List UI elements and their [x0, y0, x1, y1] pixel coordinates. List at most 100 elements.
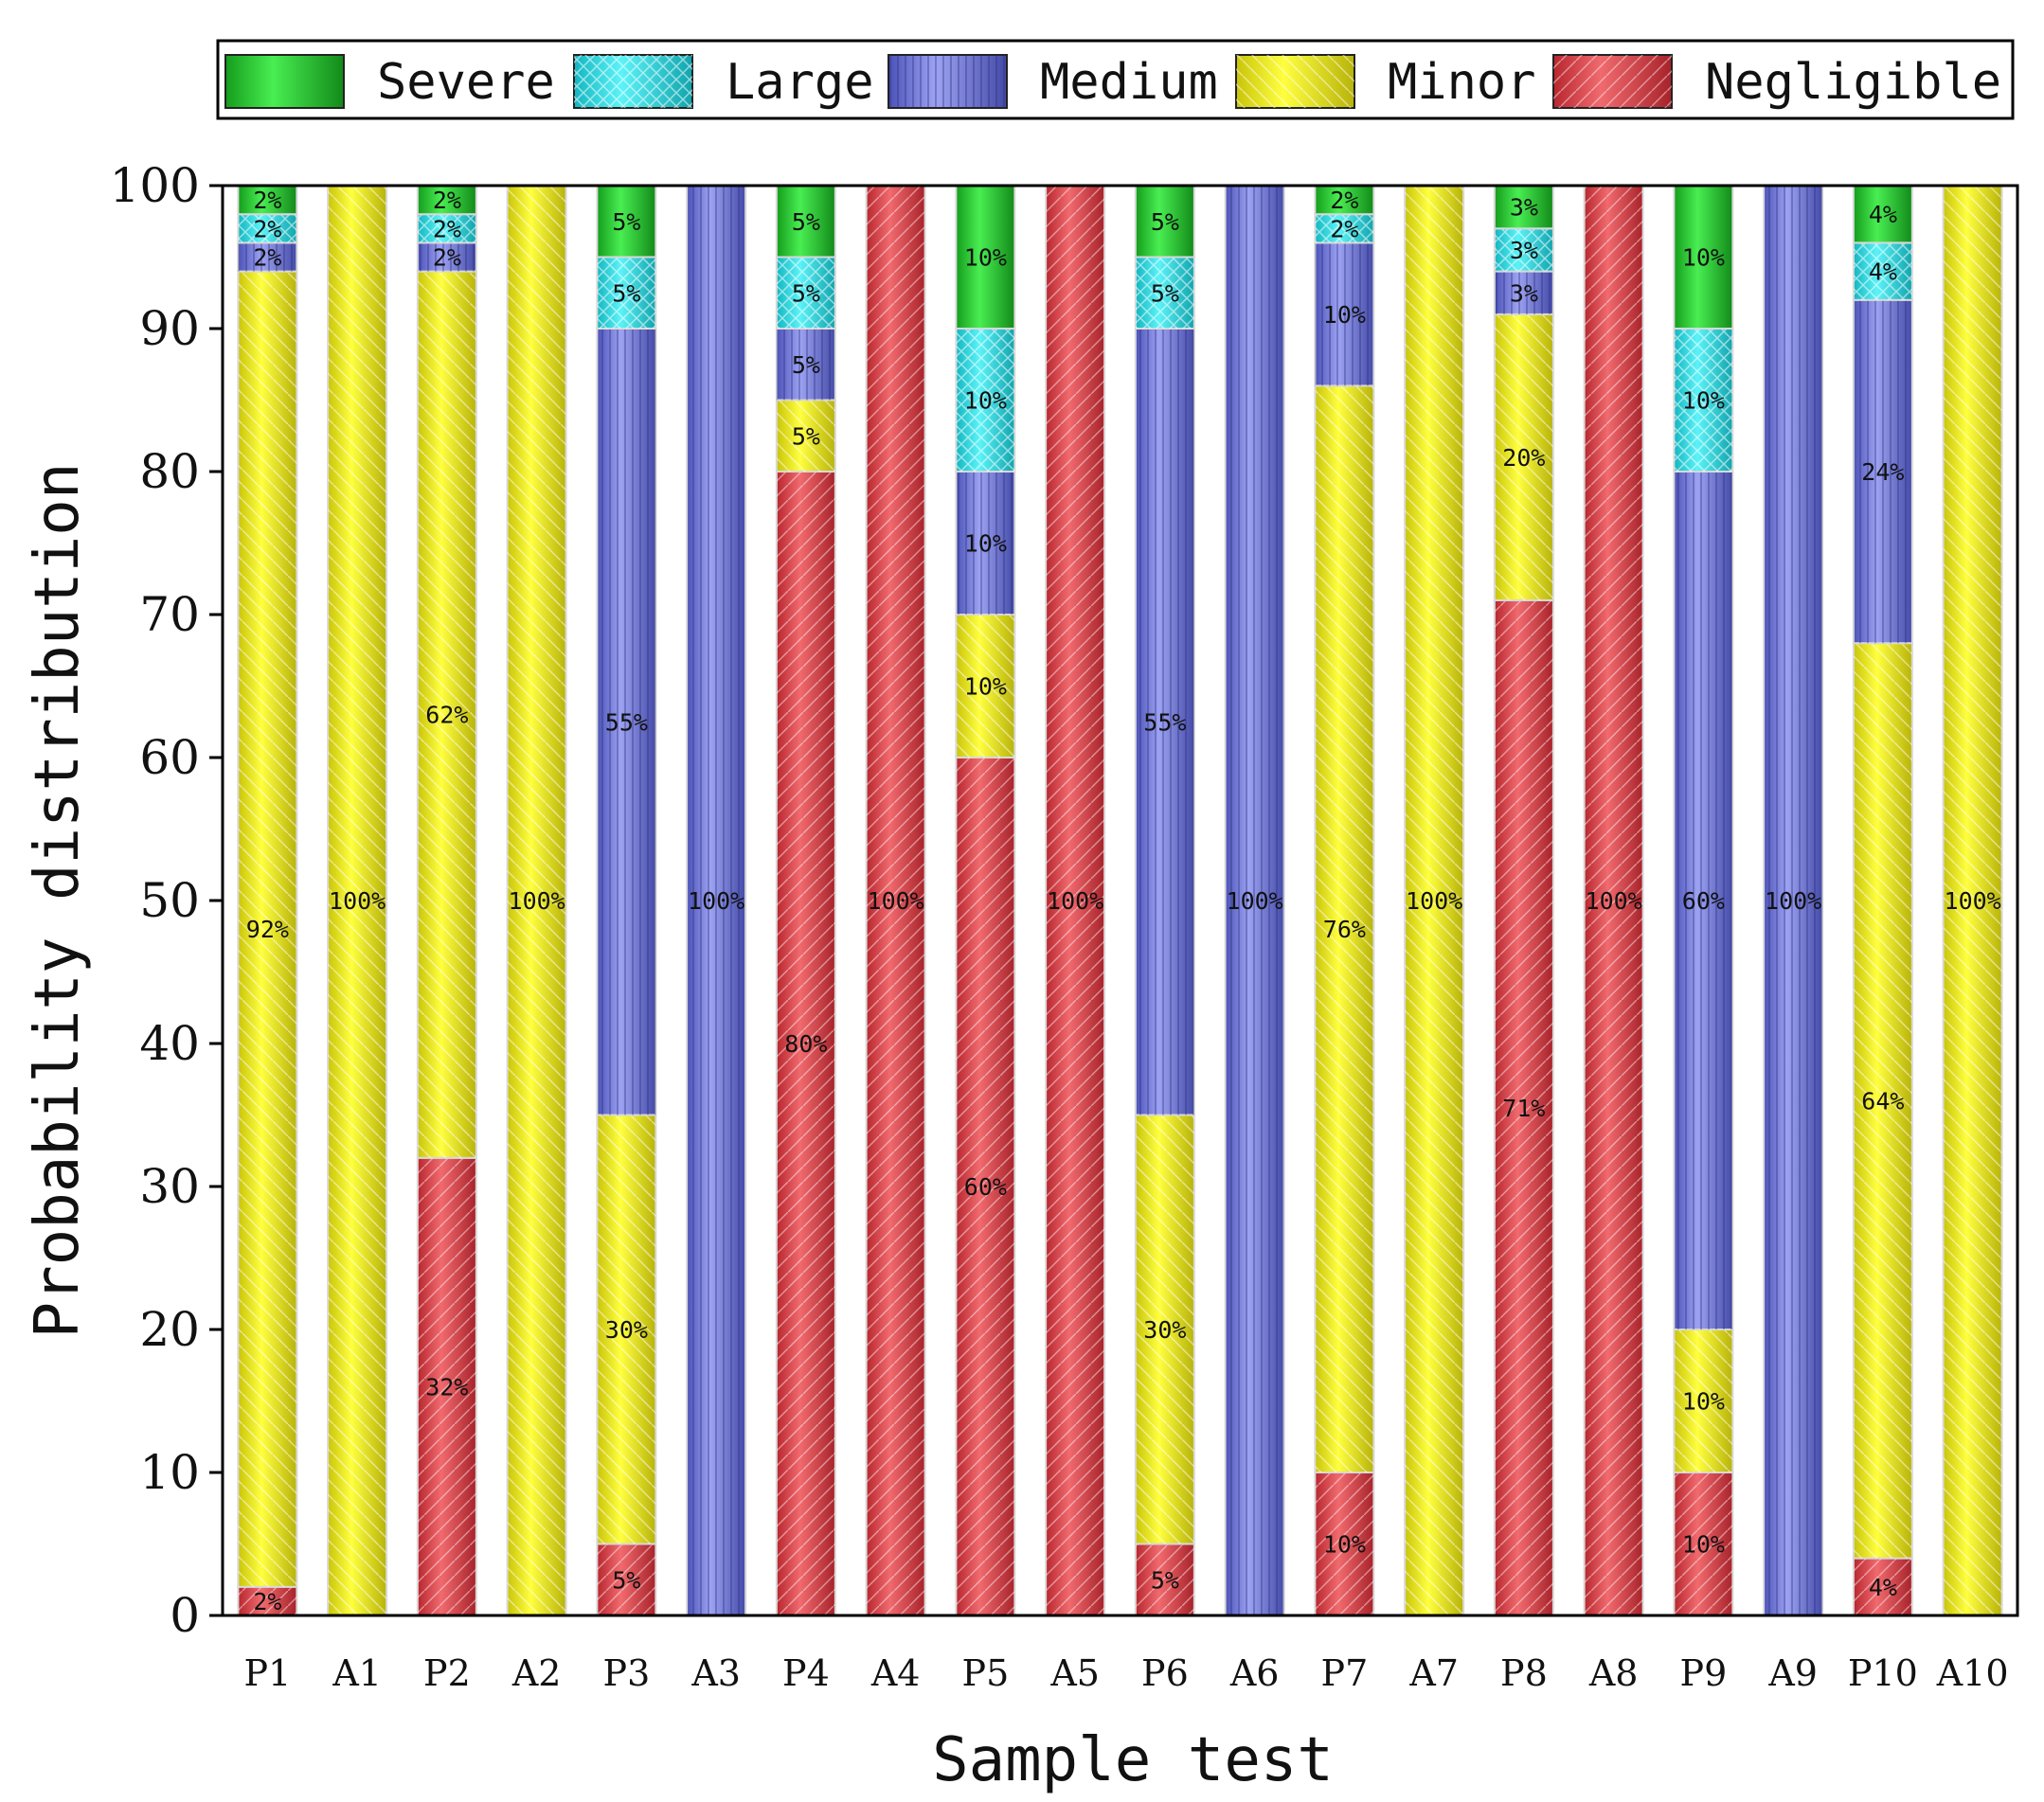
data-label-p6-severe: 5% — [1151, 208, 1179, 236]
bar-segment-p4-medium — [775, 328, 836, 401]
x-tick-label-p7: P7 — [1321, 1652, 1369, 1694]
data-label-p8-negligible: 71% — [1502, 1095, 1545, 1122]
bar-hatch — [238, 242, 297, 272]
data-label-p8-large: 3% — [1510, 237, 1538, 264]
y-tick-label: 80 — [139, 444, 200, 499]
x-tick-label-a5: A5 — [1049, 1652, 1100, 1694]
bar-segment-p10-severe — [1852, 185, 1913, 244]
data-label-p9-negligible: 10% — [1682, 1531, 1725, 1559]
x-tick-label-a7: A7 — [1408, 1652, 1459, 1694]
data-label-p3-large: 5% — [612, 279, 640, 307]
bar-segment-a8-negligible — [1583, 185, 1644, 1616]
bar-segment-p10-medium — [1852, 298, 1913, 645]
bar-segment-p4-minor — [775, 399, 836, 473]
data-label-a1-minor: 100% — [329, 887, 385, 915]
bar-hatch — [1315, 1472, 1374, 1615]
bar-segment-p1-medium — [237, 241, 298, 273]
bar-segment-p6-medium — [1134, 328, 1195, 1116]
bar-segment-p9-minor — [1673, 1329, 1734, 1473]
x-tick-label-a8: A8 — [1588, 1652, 1639, 1694]
data-label-p7-severe: 2% — [1330, 187, 1358, 214]
data-label-p8-medium: 3% — [1510, 279, 1538, 307]
legend-item-negligible: Negligible — [1552, 54, 2001, 111]
legend-swatch-hatch — [574, 55, 692, 108]
bar-hatch — [776, 472, 835, 1615]
data-label-p9-minor: 10% — [1682, 1388, 1725, 1416]
data-label-p7-negligible: 10% — [1323, 1531, 1366, 1559]
bar-segment-p2-medium — [416, 241, 477, 273]
data-label-p4-minor: 5% — [792, 422, 820, 450]
bar-segment-p2-severe — [416, 185, 477, 216]
data-label-p10-minor: 64% — [1861, 1087, 1904, 1115]
bar-hatch — [1674, 1472, 1733, 1615]
y-tick-label: 70 — [139, 587, 200, 642]
bar-hatch — [328, 186, 387, 1615]
bar-fill — [596, 185, 657, 259]
x-tick-label-a2: A2 — [511, 1652, 562, 1694]
bar-hatch — [417, 1157, 476, 1615]
data-label-p9-severe: 10% — [1682, 244, 1725, 272]
bar-hatch — [238, 1586, 297, 1615]
plot-area: 2%92%2%2%2%100%32%62%2%2%2%100%5%30%55%5… — [110, 158, 2019, 1694]
y-tick-label: 10 — [139, 1445, 200, 1500]
bar-segment-p8-medium — [1493, 270, 1554, 315]
data-label-p3-severe: 5% — [612, 208, 640, 236]
bar-hatch — [507, 186, 566, 1615]
bar-hatch — [1943, 186, 2002, 1615]
x-axis-title: Sample test — [932, 1725, 1334, 1795]
bar-hatch — [1674, 329, 1733, 472]
legend-swatch-hatch — [888, 55, 1007, 108]
bar-hatch — [1135, 329, 1194, 1115]
data-label-p4-medium: 5% — [792, 351, 820, 379]
bar-segment-a1-minor — [327, 185, 388, 1616]
data-label-p3-medium: 55% — [605, 708, 648, 736]
legend-label-negligible: Negligible — [1705, 54, 2001, 111]
legend-frame — [216, 39, 2015, 120]
x-tick-label-p10: P10 — [1848, 1652, 1918, 1694]
x-tick-label-a3: A3 — [690, 1652, 741, 1694]
data-label-p8-severe: 3% — [1510, 194, 1538, 222]
bar-hatch — [597, 1543, 656, 1615]
bar-segment-p8-minor — [1493, 312, 1554, 601]
bar-segment-a10-minor — [1942, 185, 2003, 1616]
bar-segment-p6-negligible — [1134, 1543, 1195, 1616]
bar-fill — [1134, 185, 1195, 259]
bar-segment-p4-large — [775, 256, 836, 330]
legend-item-medium: Medium — [888, 54, 1218, 111]
data-label-p4-large: 5% — [792, 279, 820, 307]
bar-segment-p9-large — [1673, 328, 1734, 473]
data-label-a8-negligible: 100% — [1586, 887, 1642, 915]
bar-fill — [955, 185, 1016, 330]
data-label-a2-minor: 100% — [509, 887, 565, 915]
bar-segment-p5-minor — [955, 614, 1016, 758]
bar-hatch — [1046, 186, 1105, 1615]
bar-fill — [1493, 185, 1554, 230]
legend-swatch-hatch — [1236, 55, 1354, 108]
bar-hatch — [1674, 1329, 1733, 1472]
data-label-p10-negligible: 4% — [1869, 1574, 1897, 1601]
y-tick-label: 20 — [139, 1302, 200, 1357]
y-tick-label: 40 — [139, 1016, 200, 1071]
bar-hatch — [956, 472, 1015, 615]
bar-hatch — [1494, 228, 1553, 272]
bar-segment-a2-minor — [506, 185, 567, 1616]
legend-label-minor: Minor — [1388, 54, 1536, 111]
x-tick-label-p6: P6 — [1141, 1652, 1189, 1694]
bar-hatch — [1584, 186, 1643, 1615]
bar-hatch — [1315, 385, 1374, 1472]
bar-segment-p7-minor — [1314, 384, 1375, 1473]
data-label-p6-minor: 30% — [1143, 1316, 1186, 1344]
data-label-a9-medium: 100% — [1765, 887, 1821, 915]
legend-swatch-severe — [224, 54, 345, 109]
data-label-p1-negligible: 2% — [253, 1588, 281, 1615]
data-label-p10-severe: 4% — [1869, 201, 1897, 228]
bar-segment-p5-large — [955, 328, 1016, 473]
bar-hatch — [238, 271, 297, 1587]
bar-segment-p5-medium — [955, 471, 1016, 616]
x-tick-label-a4: A4 — [870, 1652, 921, 1694]
data-label-p3-minor: 30% — [605, 1316, 648, 1344]
bar-hatch — [1315, 242, 1374, 386]
data-label-p2-large: 2% — [433, 215, 461, 242]
bar-hatch — [1135, 1115, 1194, 1544]
bar-segment-p7-negligible — [1314, 1472, 1375, 1616]
